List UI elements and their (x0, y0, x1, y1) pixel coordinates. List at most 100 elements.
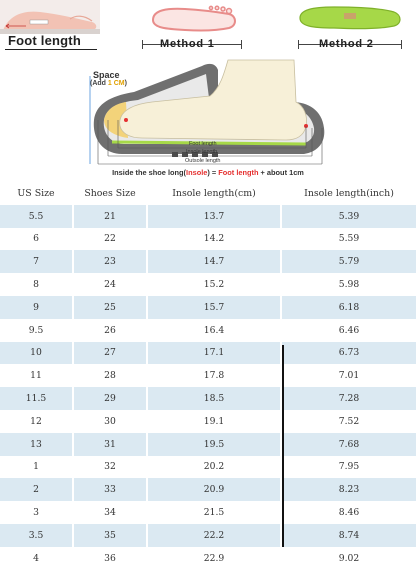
dimension-label-insole-length: Insole length (186, 149, 218, 155)
measurement-guide: Foot length Method 1 Method 2 (0, 0, 416, 182)
table-row: 11.5 29 18.5 7.28 (0, 387, 416, 410)
table-row: 3.5 35 22.2 8.74 (0, 523, 416, 547)
caption-part1: Inside the shoe long( (112, 168, 187, 177)
shoes-size-cell: 30 (72, 409, 148, 433)
insole-inch-cell: 5.98 (280, 273, 416, 296)
us-size-cell: 10 (0, 341, 74, 365)
insole-inch-cell: 9.02 (280, 546, 416, 570)
insole-cm-cell: 17.8 (146, 364, 282, 388)
insole-cm-cell: 22.2 (146, 523, 282, 547)
header-shoes-size: Shoes Size (72, 182, 148, 205)
table-row: 13 31 19.5 7.68 (0, 432, 416, 456)
us-size-cell: 3.5 (0, 523, 74, 547)
insole-cm-cell: 19.5 (146, 432, 282, 456)
table-row: 8 24 15.2 5.98 (0, 273, 416, 296)
column-divider-line (282, 344, 284, 547)
insole-inch-cell: 7.52 (280, 409, 416, 433)
shoes-size-cell: 31 (72, 432, 148, 456)
us-size-cell: 3 (0, 501, 74, 524)
insole-cm-cell: 14.2 (146, 227, 282, 251)
table-header-row: US Size Shoes Size Insole length(cm) Ins… (0, 182, 416, 205)
shoes-size-cell: 34 (72, 501, 148, 524)
us-size-cell: 8 (0, 273, 74, 296)
insole-cm-cell: 16.4 (146, 318, 282, 342)
shoes-size-cell: 33 (72, 478, 148, 502)
us-size-cell: 7 (0, 250, 74, 274)
insole-inch-cell: 7.68 (280, 432, 416, 456)
insole-cm-cell: 21.5 (146, 501, 282, 524)
insole-inch-cell: 5.79 (280, 250, 416, 274)
insole-cm-cell: 18.5 (146, 387, 282, 410)
dimension-label-foot-length: Foot length (189, 141, 217, 147)
insole-inch-cell: 6.73 (280, 341, 416, 365)
table-row: 9 25 15.7 6.18 (0, 295, 416, 319)
insole-inch-cell: 7.28 (280, 387, 416, 410)
insole-inch-cell: 7.01 (280, 364, 416, 388)
shoes-size-cell: 28 (72, 364, 148, 388)
insole-cm-cell: 22.9 (146, 546, 282, 570)
insole-cm-cell: 19.1 (146, 409, 282, 433)
table-row: 1 32 20.2 7.95 (0, 455, 416, 479)
shoes-size-cell: 35 (72, 523, 148, 547)
header-insole-cm: Insole length(cm) (146, 182, 282, 205)
insole-cm-cell: 20.2 (146, 455, 282, 479)
us-size-cell: 11.5 (0, 387, 74, 410)
us-size-cell: 5.5 (0, 204, 74, 228)
table-row: 7 23 14.7 5.79 (0, 250, 416, 274)
space-label: Space (93, 70, 120, 80)
us-size-cell: 6 (0, 227, 74, 251)
insole-inch-cell: 6.18 (280, 295, 416, 319)
header-insole-inch: Insole length(inch) (280, 182, 416, 205)
space-add-prefix: (Add (90, 80, 108, 87)
insole-cm-cell: 17.1 (146, 341, 282, 365)
table-row: 11 28 17.8 7.01 (0, 364, 416, 388)
shoes-size-cell: 36 (72, 546, 148, 570)
us-size-cell: 13 (0, 432, 74, 456)
shoes-size-cell: 26 (72, 318, 148, 342)
shoes-size-cell: 25 (72, 295, 148, 319)
shoes-size-cell: 22 (72, 227, 148, 251)
foot-on-ruler-photo (0, 0, 100, 34)
insole-inch-cell: 8.46 (280, 501, 416, 524)
shoes-size-cell: 24 (72, 273, 148, 296)
shoe-cross-section-diagram (89, 59, 325, 165)
insole-cm-cell: 13.7 (146, 204, 282, 228)
insole-inch-cell: 7.95 (280, 455, 416, 479)
space-add-note: (Add 1 CM) (90, 80, 127, 87)
us-size-cell: 2 (0, 478, 74, 502)
us-size-cell: 1 (0, 455, 74, 479)
shoes-size-cell: 29 (72, 387, 148, 410)
insole-cm-cell: 15.7 (146, 295, 282, 319)
table-row: 12 30 19.1 7.52 (0, 409, 416, 433)
shoes-size-cell: 32 (72, 455, 148, 479)
table-row: 2 33 20.9 8.23 (0, 478, 416, 502)
insole-inch-cell: 5.59 (280, 227, 416, 251)
us-size-cell: 9 (0, 295, 74, 319)
insole-inch-cell: 8.23 (280, 478, 416, 502)
space-add-suffix: ) (124, 80, 127, 87)
dimension-label-outsole-length: Outsole length (185, 158, 221, 164)
table-row: 3 34 21.5 8.46 (0, 501, 416, 524)
method1-dimension-line (142, 40, 242, 49)
table-row: 5.5 21 13.7 5.39 (0, 204, 416, 228)
caption-part2: ) = (207, 168, 219, 177)
insole-cm-cell: 20.9 (146, 478, 282, 502)
insole-inch-cell: 6.46 (280, 318, 416, 342)
header-us-size: US Size (0, 182, 74, 205)
table-row: 4 36 22.9 9.02 (0, 546, 416, 570)
us-size-cell: 12 (0, 409, 74, 433)
space-add-value: 1 CM (107, 80, 125, 87)
table-row: 6 22 14.2 5.59 (0, 227, 416, 251)
insole-formula-caption: Inside the shoe long(Insole) = Foot leng… (0, 168, 416, 177)
us-size-cell: 4 (0, 546, 74, 570)
method2-dimension-line (298, 40, 402, 49)
shoes-size-cell: 27 (72, 341, 148, 365)
us-size-cell: 9.5 (0, 318, 74, 342)
foot-length-dimension-line (5, 49, 97, 50)
insole-cm-cell: 15.2 (146, 273, 282, 296)
shoes-size-cell: 21 (72, 204, 148, 228)
insole-icon (299, 6, 401, 30)
table-row: 10 27 17.1 6.73 (0, 341, 416, 365)
insole-cm-cell: 14.7 (146, 250, 282, 274)
